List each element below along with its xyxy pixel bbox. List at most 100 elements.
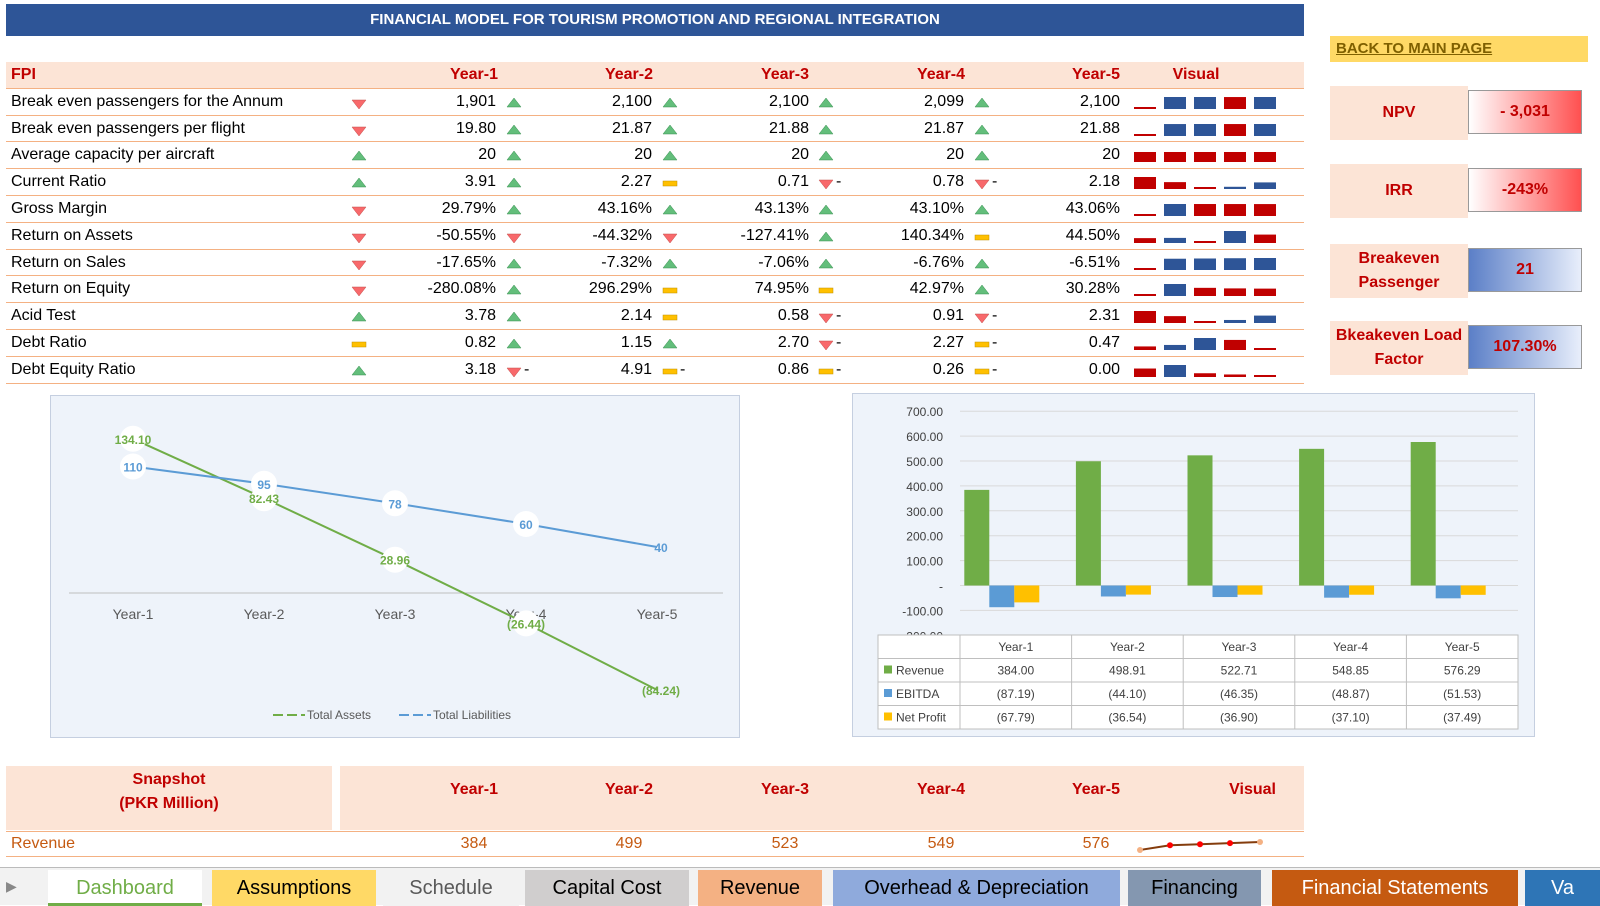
data-label: 134.10 xyxy=(115,433,152,447)
bar xyxy=(1299,448,1325,586)
fpi-row: Average capacity per aircraft 20 20 20 20 20 xyxy=(6,142,1304,170)
sheet-tab-financing[interactable]: Financing xyxy=(1128,870,1261,906)
x-tick-label: Year-1 xyxy=(113,606,154,622)
dash-text: - xyxy=(836,333,842,351)
table-cell: (87.19) xyxy=(997,687,1035,701)
sheet-tab-financial-statements[interactable]: Financial Statements xyxy=(1272,870,1518,906)
snapshot-year: Year-1 xyxy=(449,781,499,798)
fpi-header-label: FPI xyxy=(11,66,36,83)
table-cell: (36.54) xyxy=(1108,711,1146,725)
up-indicator-icon xyxy=(818,255,834,281)
bar xyxy=(1075,461,1101,586)
spark-bar xyxy=(1134,368,1156,377)
data-point xyxy=(382,546,408,573)
up-indicator-icon xyxy=(662,94,678,120)
spark-bar xyxy=(1254,315,1276,324)
spark-bar xyxy=(1164,258,1186,270)
spark-bar xyxy=(1194,152,1216,163)
spark-bar xyxy=(1164,316,1186,324)
flat-indicator-icon xyxy=(974,228,990,254)
data-label: 60 xyxy=(519,518,533,532)
fpi-row: Gross Margin 29.79% 43.16% 43.13% 43.10% 43.0… xyxy=(6,196,1304,223)
y-tick-label: 100.00 xyxy=(906,555,943,569)
fpi-value: 3.78 xyxy=(464,307,496,325)
flat-indicator-icon xyxy=(662,362,678,388)
fpi-value: 0.86 xyxy=(777,360,809,378)
sheet-tab-capital-cost[interactable]: Capital Cost xyxy=(525,870,689,906)
fpi-value: 0.26 xyxy=(932,360,964,378)
y-tick-label: 600.00 xyxy=(906,430,943,444)
fpi-value: 0.71 xyxy=(777,173,809,191)
snapshot-table: Snapshot (PKR Million) Year-1 Year-2 Year-3 Y… xyxy=(6,766,1304,857)
flat-indicator-icon xyxy=(818,362,834,388)
fpi-row: Return on Sales -17.65% -7.32% -7.06% -6.76%… xyxy=(6,250,1304,277)
sheet-tab-va[interactable]: Va xyxy=(1525,870,1600,906)
fpi-row: Acid Test 3.78 2.14 0.58 - 0.91 - 2.31 xyxy=(6,303,1304,330)
spark-bar xyxy=(1224,374,1246,377)
spark-bar xyxy=(1254,204,1276,216)
spark-point xyxy=(1137,847,1143,853)
fpi-row-label: Acid Test xyxy=(11,307,76,325)
snapshot-value: 523 xyxy=(771,835,799,852)
kpi-value: 21 xyxy=(1468,248,1582,292)
data-label: 40 xyxy=(654,541,668,555)
kpi-label: Bkeakeven Load Factor xyxy=(1330,321,1468,375)
spark-point xyxy=(1197,841,1203,848)
y-tick-label: 200.00 xyxy=(906,530,943,544)
fpi-value: 20 xyxy=(1102,146,1120,164)
up-indicator-icon xyxy=(662,255,678,281)
down-indicator-icon xyxy=(351,228,367,254)
down-indicator-icon xyxy=(506,228,522,254)
visual-sparkline xyxy=(1134,96,1276,109)
x-tick-label: Year-3 xyxy=(375,606,416,622)
sheet-tab-overhead-depreciation[interactable]: Overhead & Depreciation xyxy=(833,870,1120,906)
spark-bar xyxy=(1134,237,1156,243)
spark-bar xyxy=(1194,258,1216,270)
y-tick-label: 500.00 xyxy=(906,455,943,469)
fpi-value: 43.16% xyxy=(597,199,652,217)
bar xyxy=(1014,585,1040,603)
fpi-row-label: Return on Sales xyxy=(11,253,126,271)
spark-point xyxy=(1227,840,1233,847)
spark-bar xyxy=(1254,288,1276,297)
snapshot-year: Year-3 xyxy=(760,781,810,798)
fpi-value: 2,100 xyxy=(1079,92,1120,110)
data-label: 78 xyxy=(388,497,402,511)
spark-bar xyxy=(1224,152,1246,163)
scroll-tabs-icon[interactable]: ▶ xyxy=(6,878,17,894)
data-label: (26.44) xyxy=(507,617,545,631)
y-tick-label: -100.00 xyxy=(902,604,943,618)
y-tick-label: 700.00 xyxy=(906,405,943,419)
fpi-row-label: Break even passengers per flight xyxy=(11,119,245,137)
sheet-tab-revenue[interactable]: Revenue xyxy=(698,870,822,906)
up-indicator-icon xyxy=(818,228,834,254)
spark-bar xyxy=(1224,230,1246,243)
spark-bar xyxy=(1254,257,1276,270)
spark-bar xyxy=(1134,346,1156,350)
data-point xyxy=(382,490,408,517)
y-tick-label: 300.00 xyxy=(906,505,943,519)
fpi-row-label: Debt Equity Ratio xyxy=(11,360,136,378)
snapshot-year: Year-4 xyxy=(916,781,966,798)
spark-bar xyxy=(1134,294,1156,297)
fpi-value: -7.06% xyxy=(758,253,809,271)
fpi-value: 1,901 xyxy=(455,92,496,110)
y-tick-label: 400.00 xyxy=(906,480,943,494)
fpi-value: -6.76% xyxy=(913,253,964,271)
back-to-main-link[interactable]: BACK TO MAIN PAGE xyxy=(1330,36,1588,62)
legend-label: Total Liabilities xyxy=(433,708,511,722)
sheet-tab-assumptions[interactable]: Assumptions xyxy=(212,870,376,906)
table-cell: 384.00 xyxy=(997,664,1034,678)
down-indicator-icon xyxy=(974,174,990,200)
sheet-tab-dashboard[interactable]: Dashboard xyxy=(48,870,202,906)
up-indicator-icon xyxy=(974,147,990,173)
flat-indicator-icon xyxy=(974,362,990,388)
up-indicator-icon xyxy=(506,121,522,147)
up-indicator-icon xyxy=(506,255,522,281)
table-cell: (46.35) xyxy=(1220,687,1258,701)
sheet-tab-schedule[interactable]: Schedule xyxy=(383,870,519,906)
visual-sparkline xyxy=(1134,230,1276,243)
fpi-row-label: Break even passengers for the Annum xyxy=(11,92,284,110)
fpi-value: 1.15 xyxy=(620,333,652,351)
spark-bar xyxy=(1164,364,1186,377)
